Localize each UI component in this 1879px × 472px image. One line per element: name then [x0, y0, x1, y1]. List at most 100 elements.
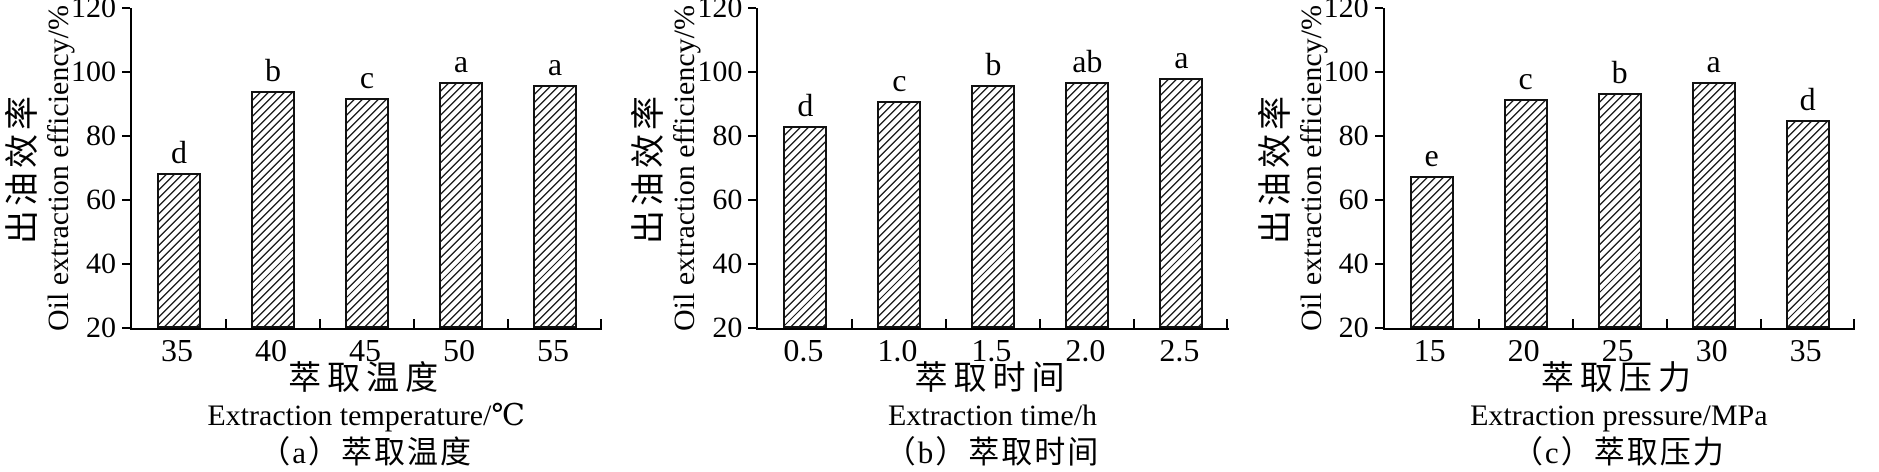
y-tick-label: 40 [712, 247, 743, 280]
significance-letter: ab [1072, 42, 1103, 79]
bar-c-20 [1503, 99, 1548, 328]
bar-a-50 [438, 81, 484, 328]
x-tick [1039, 319, 1042, 328]
y-tick [1374, 327, 1383, 329]
bar-b-0.5 [783, 126, 828, 328]
y-tick-label: 80 [712, 119, 743, 152]
y-tick [748, 71, 757, 73]
x-tick-label: 35 [1789, 332, 1822, 368]
x-tick-label: 40 [255, 332, 287, 368]
y-tick-label: 100 [1323, 55, 1369, 88]
y-tick-labels: 20 40 60 80 100 120 [0, 0, 116, 472]
significance-letter: c [1518, 60, 1533, 97]
y-tick [122, 71, 130, 73]
significance-letter: c [892, 61, 907, 98]
bar-b-1.5 [971, 84, 1016, 328]
panel-caption: （a）萃取温度 [259, 435, 474, 470]
significance-letter: b [985, 45, 1002, 82]
y-tick [122, 7, 130, 9]
y-tick-label: 40 [86, 247, 116, 280]
significance-letter: d [171, 133, 187, 170]
y-tick-label: 20 [712, 311, 743, 344]
x-axis-label-en: Extraction temperature/℃ [207, 399, 525, 432]
y-tick [1374, 263, 1383, 265]
significance-letter: c [359, 58, 375, 95]
y-tick [122, 199, 130, 201]
x-tick-label: 20 [1507, 332, 1540, 368]
y-tick-label: 120 [71, 0, 116, 24]
y-tick-label: 80 [86, 119, 116, 152]
significance-letter: a [453, 42, 469, 79]
plot-area: d b c a a [122, 7, 603, 330]
x-tick-label: 2.0 [1065, 332, 1106, 368]
significance-letter: a [1174, 39, 1189, 76]
y-tick [1374, 135, 1383, 137]
significance-letter: d [1799, 81, 1816, 117]
x-tick-label: 35 [161, 332, 193, 368]
y-tick-label: 60 [86, 183, 116, 216]
y-tick [748, 135, 757, 137]
significance-letter: a [547, 45, 563, 82]
y-tick-label: 60 [1338, 183, 1369, 216]
bar-a-35 [156, 172, 202, 328]
y-tick-label: 20 [86, 311, 116, 344]
bar-a-40 [250, 91, 296, 328]
x-tick [1665, 319, 1668, 328]
x-tick [1477, 319, 1480, 328]
x-tick-end [600, 319, 602, 328]
bar-a-45 [344, 97, 390, 328]
x-tick-end [1852, 319, 1855, 328]
bar-b-2.0 [1065, 81, 1110, 328]
x-tick-label: 1.0 [877, 332, 918, 368]
x-tick-label: 50 [443, 332, 475, 368]
x-axis-label-zh: 萃取温度 [288, 361, 445, 397]
bar-c-30 [1691, 81, 1736, 328]
significance-letter: a [1706, 42, 1721, 79]
bar-c-25 [1597, 92, 1642, 328]
y-tick-label: 20 [1338, 311, 1369, 344]
x-tick [225, 319, 227, 328]
x-tick-label: 30 [1695, 332, 1728, 368]
chart-panel-a: 出油效率 Oil extraction efficiency/% 20 40 60 8… [0, 0, 626, 472]
x-axis-label-zh: 萃取时间 [914, 361, 1071, 397]
y-tick [122, 327, 130, 329]
y-tick [1374, 71, 1383, 73]
bar-a-55 [532, 84, 578, 328]
x-tick [945, 319, 948, 328]
significance-letter: d [797, 87, 814, 124]
chart-panel-c: 出油效率 Oil extraction efficiency/% 20 40 60 8… [1253, 0, 1879, 472]
y-tick [748, 7, 757, 9]
x-tick-label: 55 [537, 332, 569, 368]
x-axis-label-zh: 萃取压力 [1540, 361, 1697, 397]
y-tick-label: 80 [1338, 119, 1369, 152]
panel-caption: （b）萃取时间 [884, 435, 1101, 470]
plot-area: d c b ab a [748, 7, 1229, 330]
y-tick-label: 100 [71, 55, 116, 88]
x-tick [507, 319, 509, 328]
y-tick [748, 263, 757, 265]
y-tick [122, 263, 130, 265]
y-tick-label: 60 [712, 183, 743, 216]
y-tick [122, 135, 130, 137]
y-tick-labels: 20 40 60 80 100 120 [1253, 0, 1369, 472]
bar-b-2.5 [1159, 78, 1204, 328]
x-tick [1571, 319, 1574, 328]
x-tick [1133, 319, 1136, 328]
y-tick [748, 327, 757, 329]
significance-letter: b [265, 52, 281, 89]
x-axis-label-en: Extraction pressure/MPa [1470, 399, 1768, 432]
panel-caption: （c）萃取压力 [1511, 435, 1726, 470]
bar-b-1.0 [877, 100, 922, 328]
bar-c-15 [1409, 176, 1454, 328]
chart-panel-b: 出油效率 Oil extraction efficiency/% 20 40 60 8… [626, 0, 1252, 472]
y-tick-label: 120 [1323, 0, 1369, 24]
bar-c-35 [1785, 120, 1830, 328]
x-tick [319, 319, 321, 328]
plot-area: e c b a d [1374, 7, 1855, 330]
y-tick [1374, 7, 1383, 9]
y-tick-labels: 20 40 60 80 100 120 [626, 0, 742, 472]
significance-letter: e [1424, 137, 1439, 173]
x-tick-label: 15 [1413, 332, 1446, 368]
x-tick-label: 2.5 [1159, 332, 1200, 368]
